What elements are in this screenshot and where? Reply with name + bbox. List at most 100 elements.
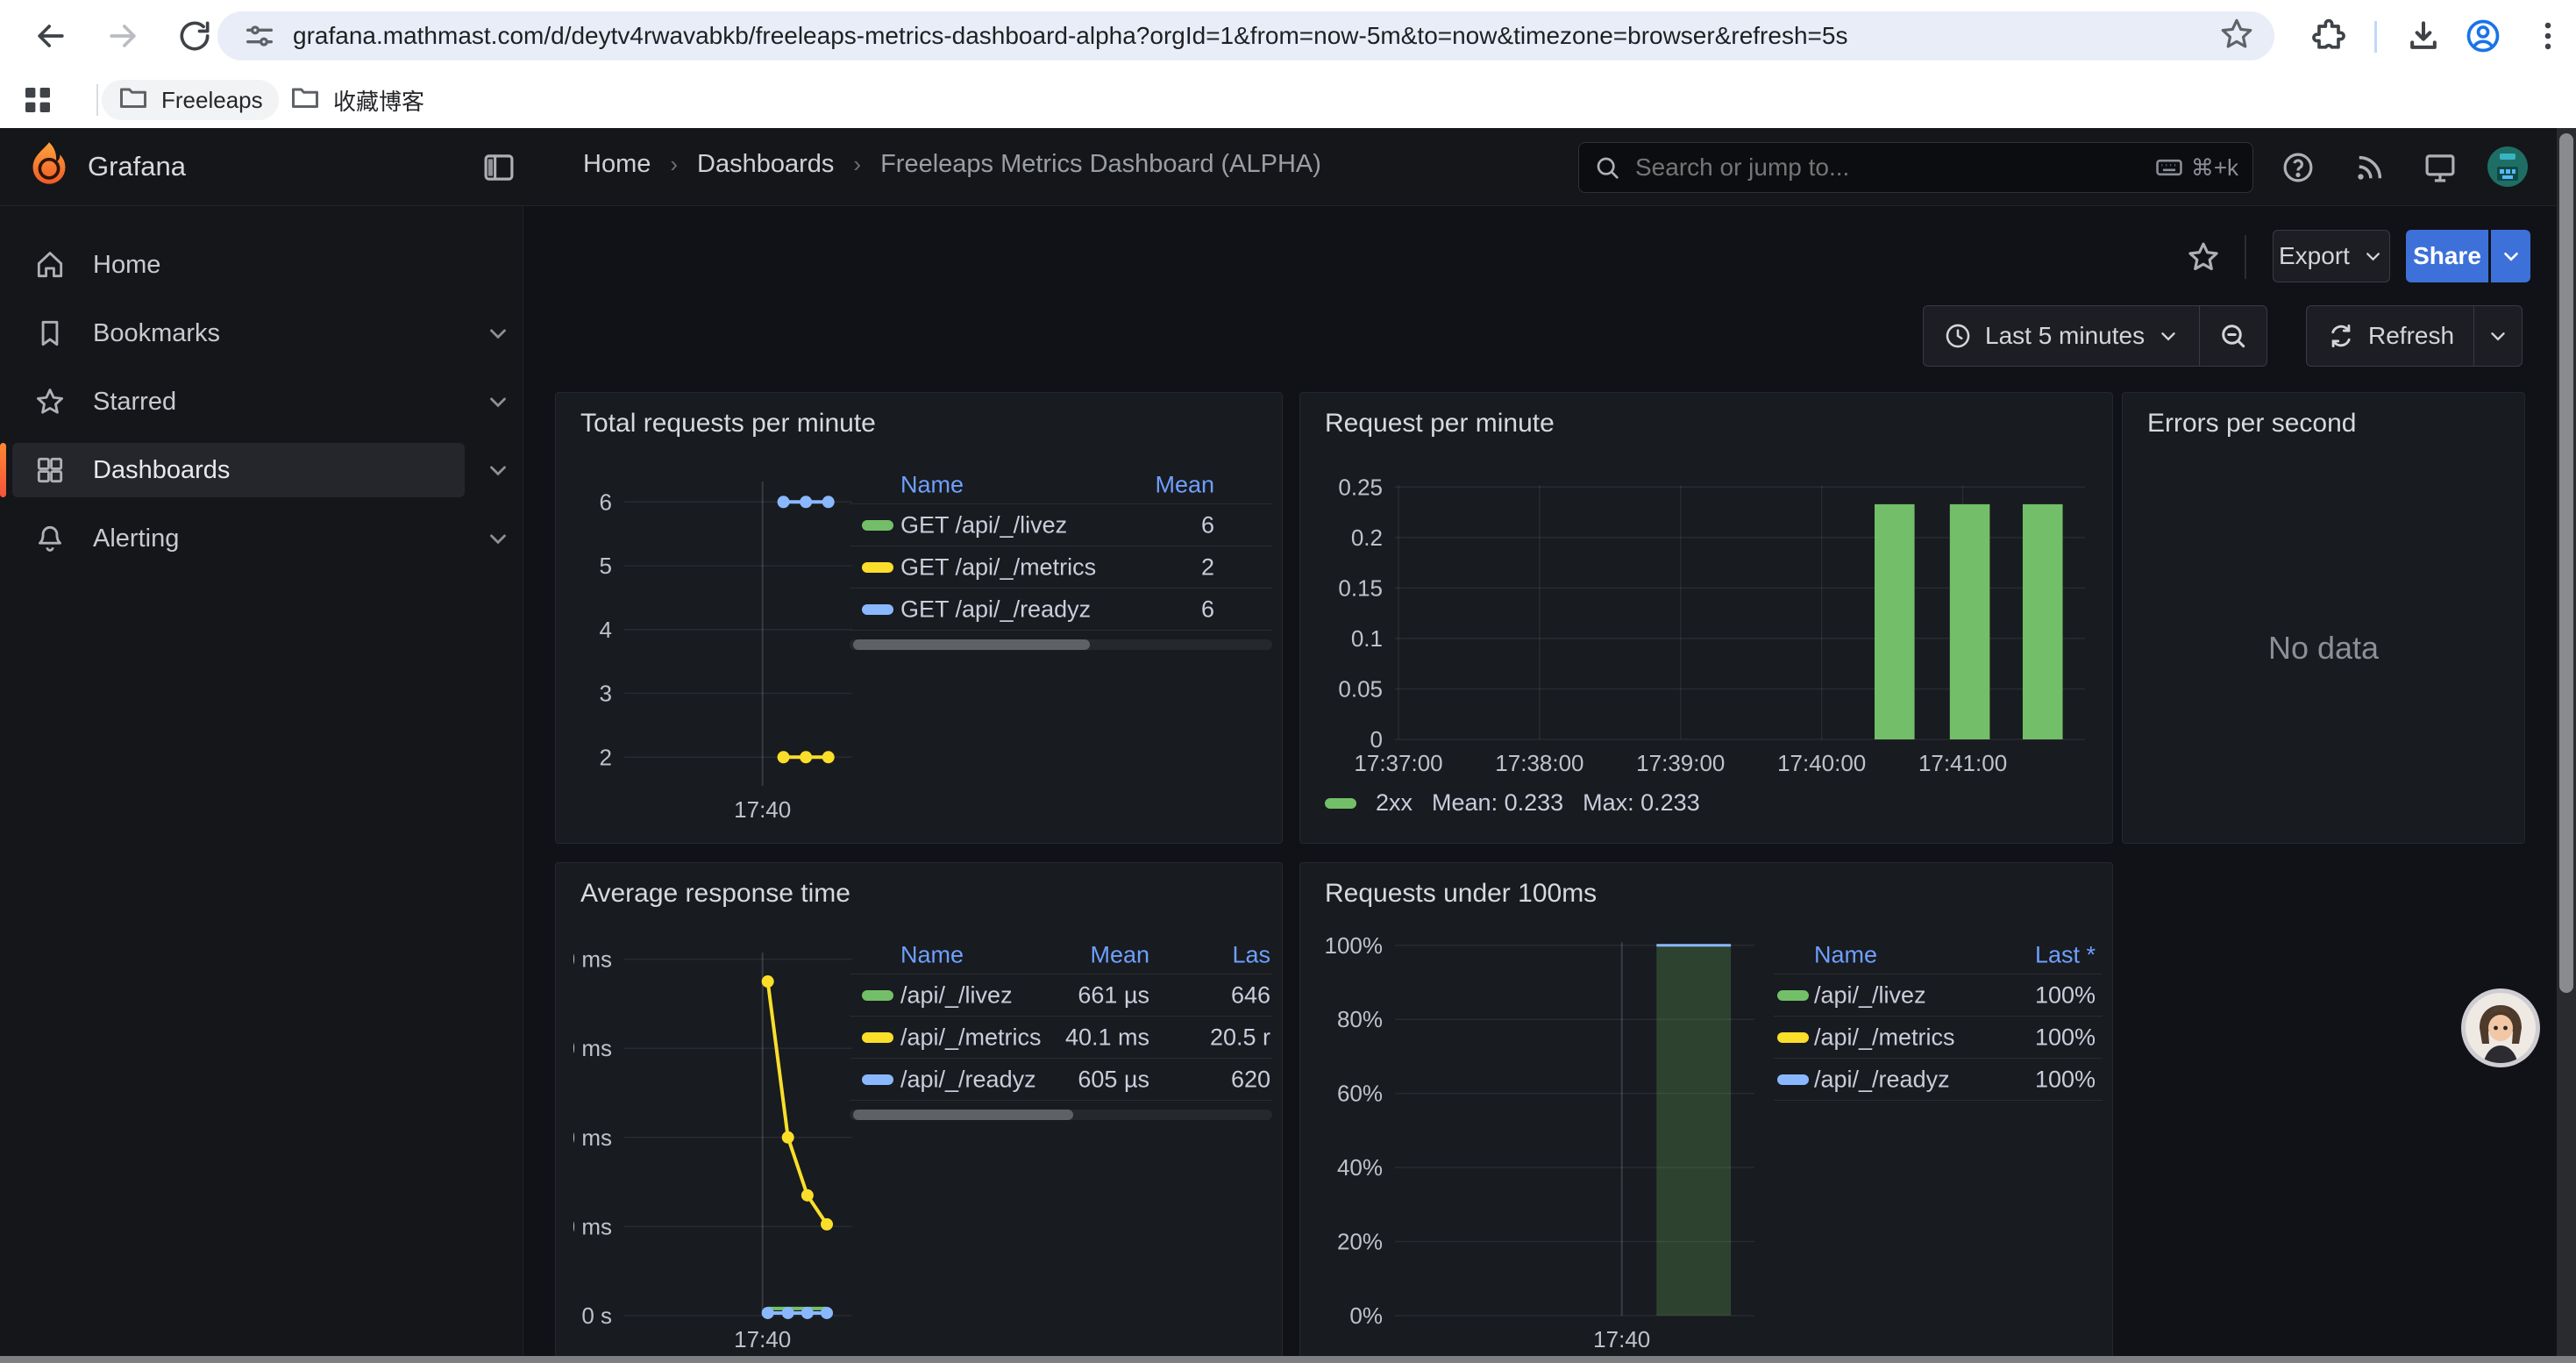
search-box[interactable]: ⌘+k xyxy=(1578,142,2253,193)
extensions-icon[interactable] xyxy=(2309,17,2348,55)
legend-table: Name Mean Las /api/_/livez 661 µs 646 /a… xyxy=(850,937,1272,1120)
share-button[interactable]: Share xyxy=(2406,230,2488,282)
legend-col-mean[interactable]: Mean xyxy=(1090,941,1149,968)
panel-title[interactable]: Total requests per minute xyxy=(580,409,876,438)
bookmarks-bar: Freeleaps 收藏博客 xyxy=(0,72,2576,128)
brand-name[interactable]: Grafana xyxy=(88,151,187,182)
back-button[interactable] xyxy=(32,17,70,55)
panel-title[interactable]: Errors per second xyxy=(2147,409,2357,438)
svg-text:17:40: 17:40 xyxy=(734,1326,791,1347)
grafana-logo-icon[interactable] xyxy=(25,140,74,197)
panel-title[interactable]: Average response time xyxy=(580,879,850,908)
series-color-pill xyxy=(862,603,893,615)
series-color-pill xyxy=(1777,1031,1809,1043)
divider xyxy=(850,503,1272,504)
refresh-group: Refresh xyxy=(2306,305,2523,367)
folder-icon xyxy=(289,82,321,119)
breadcrumb-home[interactable]: Home xyxy=(583,150,651,178)
favorite-star-icon[interactable] xyxy=(2185,239,2222,275)
refresh-button[interactable]: Refresh xyxy=(2307,306,2473,366)
svg-text:40%: 40% xyxy=(1337,1154,1383,1181)
time-range-picker[interactable]: Last 5 minutes xyxy=(1924,306,2199,366)
sidebar-item-dashboards[interactable]: Dashboards xyxy=(12,443,465,497)
horizontal-scrollbar[interactable] xyxy=(0,1356,2576,1363)
reload-button[interactable] xyxy=(175,17,214,55)
legend-row[interactable]: /api/_/metrics 40.1 ms 20.5 r xyxy=(850,1017,1272,1058)
profile-icon[interactable] xyxy=(2464,17,2502,60)
site-info-icon[interactable] xyxy=(242,18,277,54)
legend-col-name[interactable]: Name xyxy=(1814,941,1878,968)
panel-title[interactable]: Requests under 100ms xyxy=(1325,879,1598,908)
legend-row[interactable]: /api/_/metrics 100% xyxy=(1774,1017,2103,1058)
legend-col-last[interactable]: Last * xyxy=(2034,941,2096,968)
user-avatar[interactable] xyxy=(2487,146,2529,192)
chart-request-per-minute[interactable]: 0.25 0.2 0.15 0.1 0.05 0 17:37:00 17:38:00 17:39… xyxy=(1321,459,2097,810)
help-icon[interactable] xyxy=(2280,149,2316,186)
news-rss-icon[interactable] xyxy=(2352,149,2388,186)
svg-text:17:40:00: 17:40:00 xyxy=(1777,750,1866,776)
export-button[interactable]: Export xyxy=(2273,230,2390,282)
monitor-icon[interactable] xyxy=(2422,149,2459,186)
vertical-scrollbar-thumb[interactable] xyxy=(2559,133,2573,993)
legend-col-name[interactable]: Name xyxy=(900,471,964,498)
legend-col-name[interactable]: Name xyxy=(900,941,964,968)
chart-total-requests[interactable]: 6 5 4 3 2 17:40 xyxy=(573,459,863,831)
floating-avatar[interactable] xyxy=(2460,988,2541,1073)
svg-text:80%: 80% xyxy=(1337,1006,1383,1032)
chevron-down-icon[interactable] xyxy=(480,443,516,497)
legend-inline[interactable]: 2xx Mean: 0.233 Max: 0.233 xyxy=(1325,789,1700,817)
no-data-message: No data xyxy=(2267,630,2380,666)
legend-scrollbar[interactable] xyxy=(850,639,1272,650)
svg-text:17:39:00: 17:39:00 xyxy=(1636,750,1725,776)
legend-row[interactable]: /api/_/readyz 100% xyxy=(1774,1059,2103,1100)
menu-kebab-icon[interactable] xyxy=(2529,17,2567,55)
vertical-scrollbar[interactable] xyxy=(2557,128,2576,1363)
share-menu-button[interactable] xyxy=(2491,230,2530,282)
chart-avg-response-time[interactable]: 80 ms 60 ms 40 ms 20 ms 0 s 17:40 xyxy=(550,926,863,1352)
series-color-pill xyxy=(1325,797,1356,809)
legend-row[interactable]: GET /api/_/readyz 6 xyxy=(850,589,1272,630)
svg-text:100%: 100% xyxy=(1325,932,1384,959)
bookmark-item[interactable]: 收藏博客 xyxy=(274,80,440,120)
chevron-down-icon[interactable] xyxy=(480,511,516,566)
url-bar[interactable]: grafana.mathmast.com/d/deytv4rwavabkb/fr… xyxy=(217,11,2274,61)
dock-sidebar-icon[interactable] xyxy=(480,149,517,186)
breadcrumb-dashboards[interactable]: Dashboards xyxy=(697,150,835,178)
bookmark-star-icon[interactable] xyxy=(2218,16,2255,57)
breadcrumb: Home › Dashboards › Freeleaps Metrics Da… xyxy=(583,150,1321,179)
sidebar-item-starred[interactable]: Starred xyxy=(12,375,465,429)
refresh-interval-button[interactable] xyxy=(2474,306,2522,366)
toolbar-divider xyxy=(2245,235,2246,279)
chevron-down-icon xyxy=(2161,332,2175,341)
legend-row[interactable]: GET /api/_/livez 6 xyxy=(850,504,1272,546)
download-icon[interactable] xyxy=(2404,17,2443,55)
series-color-pill xyxy=(1777,989,1809,1001)
legend-series-label: 2xx xyxy=(1376,789,1413,816)
chevron-down-icon[interactable] xyxy=(480,375,516,429)
apps-grid-icon[interactable] xyxy=(19,82,56,118)
legend-row[interactable]: /api/_/readyz 605 µs 620 xyxy=(850,1059,1272,1100)
legend-col-mean[interactable]: Mean xyxy=(1155,471,1214,498)
legend-scrollbar[interactable] xyxy=(850,1110,1272,1120)
forward-button[interactable] xyxy=(103,17,142,60)
svg-text:17:37:00: 17:37:00 xyxy=(1354,750,1442,776)
bookmark-item[interactable]: Freeleaps xyxy=(102,80,279,120)
sidebar-item-home[interactable]: Home xyxy=(12,238,465,292)
legend-row[interactable]: /api/_/livez 661 µs 646 xyxy=(850,974,1272,1016)
search-input[interactable] xyxy=(1633,153,2154,182)
chevron-down-icon[interactable] xyxy=(480,306,516,360)
divider xyxy=(850,630,1272,631)
divider xyxy=(1774,1100,2103,1101)
star-icon xyxy=(33,385,67,418)
sidebar-item-alerting[interactable]: Alerting xyxy=(12,511,465,566)
legend-row[interactable]: /api/_/livez 100% xyxy=(1774,974,2103,1016)
sidebar-item-bookmarks[interactable]: Bookmarks xyxy=(12,306,465,360)
legend-row[interactable]: GET /api/_/metrics 2 xyxy=(850,546,1272,588)
chart-requests-under-100ms[interactable]: 100% 80% 60% 40% 20% 0% 17:40 xyxy=(1321,926,1760,1352)
url-text[interactable]: grafana.mathmast.com/d/deytv4rwavabkb/fr… xyxy=(293,22,1848,49)
grafana-header: Grafana Home › Dashboards › Freeleaps Me… xyxy=(0,128,2576,206)
svg-text:6: 6 xyxy=(600,489,612,515)
legend-col-last[interactable]: Las xyxy=(1232,941,1270,968)
zoom-out-button[interactable] xyxy=(2200,306,2266,366)
panel-title[interactable]: Request per minute xyxy=(1325,409,1555,438)
